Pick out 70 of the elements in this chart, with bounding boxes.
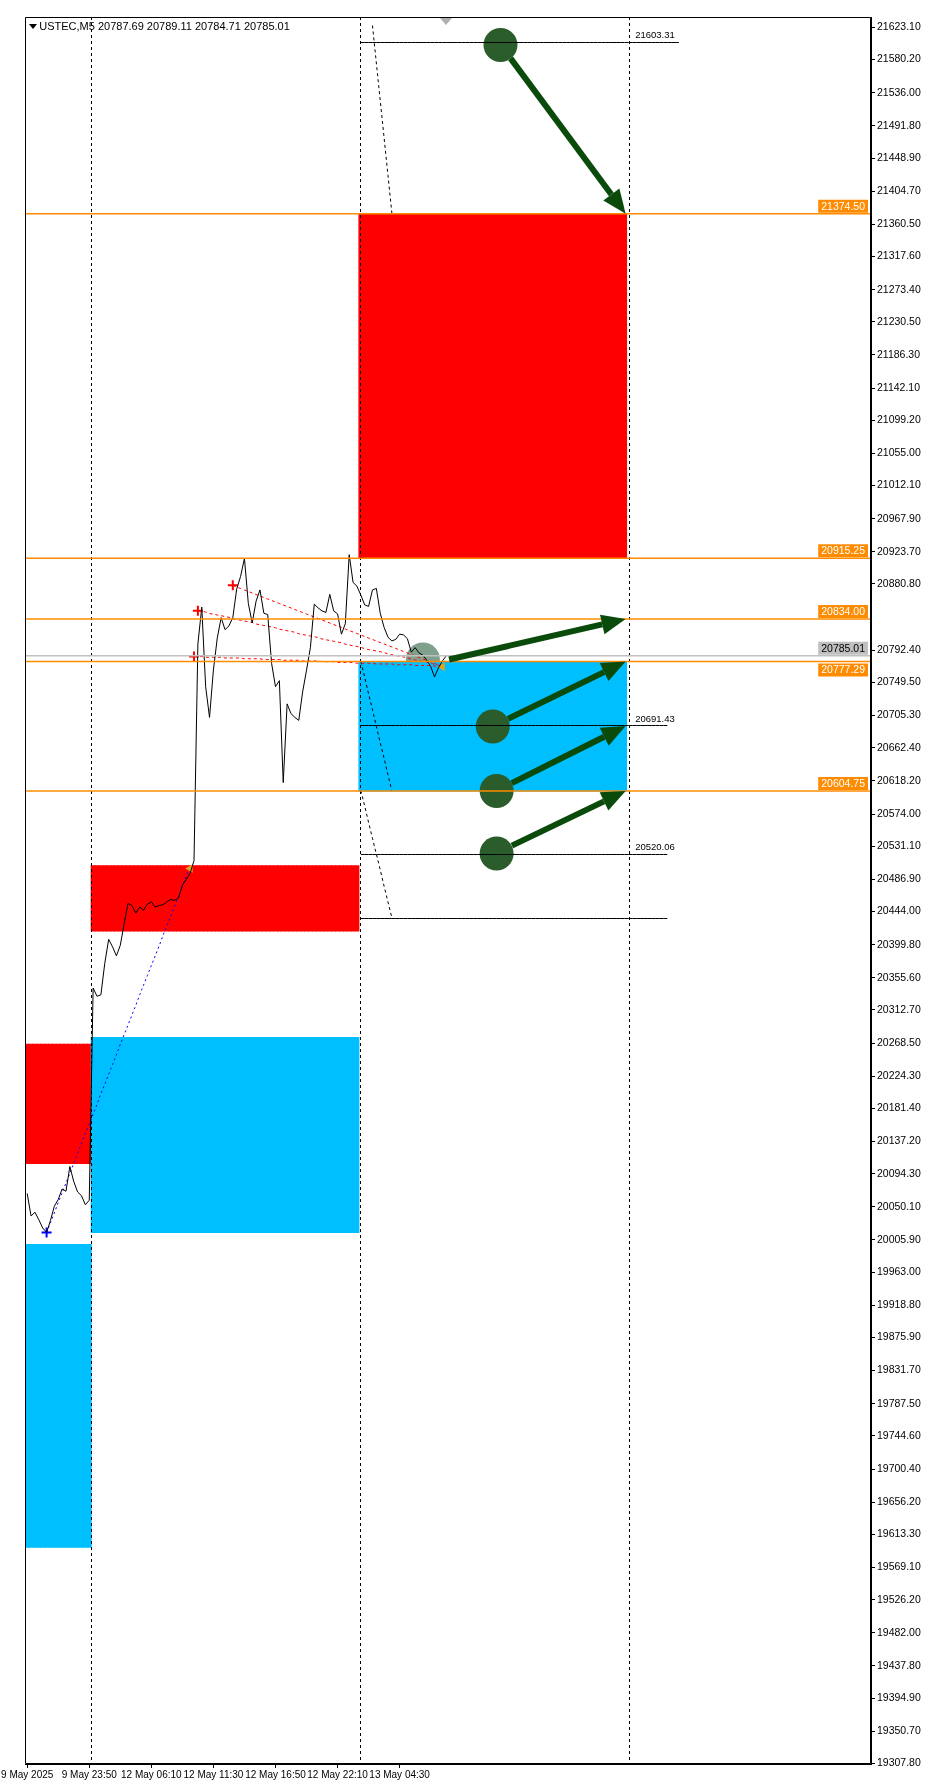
y-tick-label: 21186.30: [877, 347, 921, 360]
y-tick-label: 20399.80: [877, 937, 921, 950]
y-tick-label: 19613.30: [877, 1527, 921, 1540]
y-tick-label: 20531.10: [877, 839, 921, 852]
y-tick-label: 20137.20: [877, 1134, 921, 1147]
y-tick-label: 19744.60: [877, 1428, 921, 1441]
y-tick-label: 20486.90: [877, 872, 921, 885]
y-tick-label: 19307.80: [877, 1756, 921, 1769]
y-tick-label: 19394.90: [877, 1690, 921, 1703]
y-tick-label: 21623.10: [877, 20, 921, 33]
y-tick-label: 19875.90: [877, 1330, 921, 1343]
y-tick-label: 21360.50: [877, 217, 921, 230]
y-tick-label: 21142.10: [877, 380, 921, 393]
x-tick-label: 9 May 23:50: [61, 1768, 118, 1780]
y-tick-label: 20005.90: [877, 1232, 921, 1245]
y-tick-label: 19963.00: [877, 1265, 921, 1278]
x-tick-label: 9 May 2025: [1, 1768, 54, 1780]
y-tick-label: 20749.50: [877, 675, 921, 688]
y-tick-label: 20574.00: [877, 806, 921, 819]
annotation: 21603.31: [635, 29, 675, 41]
ref-line-label: 20604.75: [821, 776, 866, 789]
y-tick-label: 20444.00: [877, 904, 921, 917]
y-tick-label: 19831.70: [877, 1363, 921, 1376]
y-tick-label: 21099.20: [877, 413, 921, 426]
y-tick-label: 21448.90: [877, 150, 921, 163]
y-tick-label: 21580.20: [877, 52, 921, 65]
y-tick-label: 20792.40: [877, 643, 921, 656]
y-tick-label: 19350.70: [877, 1724, 921, 1737]
chart-title: USTEC,M5 20787.69 20789.11 20784.71 20785.01: [39, 19, 290, 32]
y-tick-label: 20181.40: [877, 1101, 921, 1114]
x-tick-label: 12 May 11:30: [183, 1768, 244, 1780]
y-tick-label: 19700.40: [877, 1461, 921, 1474]
y-tick-label: 21055.00: [877, 446, 921, 459]
y-tick-label: 20618.20: [877, 773, 921, 786]
y-tick-label: 21404.70: [877, 184, 921, 197]
x-tick-label: 12 May 16:50: [245, 1768, 307, 1780]
y-tick-label: 20268.50: [877, 1035, 921, 1048]
ref-line-label: 20777.29: [821, 663, 866, 676]
x-tick-label: 12 May 06:10: [121, 1768, 183, 1780]
x-tick-label: 13 May 04:30: [369, 1768, 431, 1780]
y-tick-label: 21230.50: [877, 314, 921, 327]
y-tick-label: 19526.20: [877, 1592, 921, 1605]
x-tick-label: 12 May 22:10: [307, 1768, 369, 1780]
ref-line-label: 20785.01: [821, 641, 866, 654]
ref-line-label: 20834.00: [821, 604, 866, 617]
y-tick-label: 21317.60: [877, 249, 921, 262]
y-tick-label: 19918.80: [877, 1298, 921, 1311]
ref-line-label: 21374.50: [821, 199, 866, 212]
y-tick-label: 20094.30: [877, 1166, 921, 1179]
y-tick-label: 19656.20: [877, 1495, 921, 1508]
y-tick-label: 20662.40: [877, 740, 921, 753]
y-tick-label: 20923.70: [877, 544, 921, 557]
y-tick-label: 20967.90: [877, 511, 921, 524]
y-tick-label: 19787.50: [877, 1396, 921, 1409]
y-tick-label: 20705.30: [877, 708, 921, 721]
y-tick-label: 19482.00: [877, 1625, 921, 1638]
y-tick-label: 20224.30: [877, 1069, 921, 1082]
y-tick-label: 21536.00: [877, 85, 921, 98]
y-tick-label: 21491.80: [877, 118, 921, 131]
y-tick-label: 21012.10: [877, 478, 921, 491]
y-tick-label: 20880.80: [877, 576, 921, 589]
annotation: 20520.06: [635, 841, 675, 853]
ref-line-label: 20915.25: [821, 544, 866, 557]
y-tick-label: 20355.60: [877, 970, 921, 983]
y-tick-label: 19569.10: [877, 1560, 921, 1573]
y-tick-label: 20312.70: [877, 1002, 921, 1015]
y-tick-label: 19437.80: [877, 1658, 921, 1671]
y-tick-label: 20050.10: [877, 1199, 921, 1212]
annotation: 20691.43: [635, 712, 675, 724]
y-tick-label: 21273.40: [877, 282, 921, 295]
